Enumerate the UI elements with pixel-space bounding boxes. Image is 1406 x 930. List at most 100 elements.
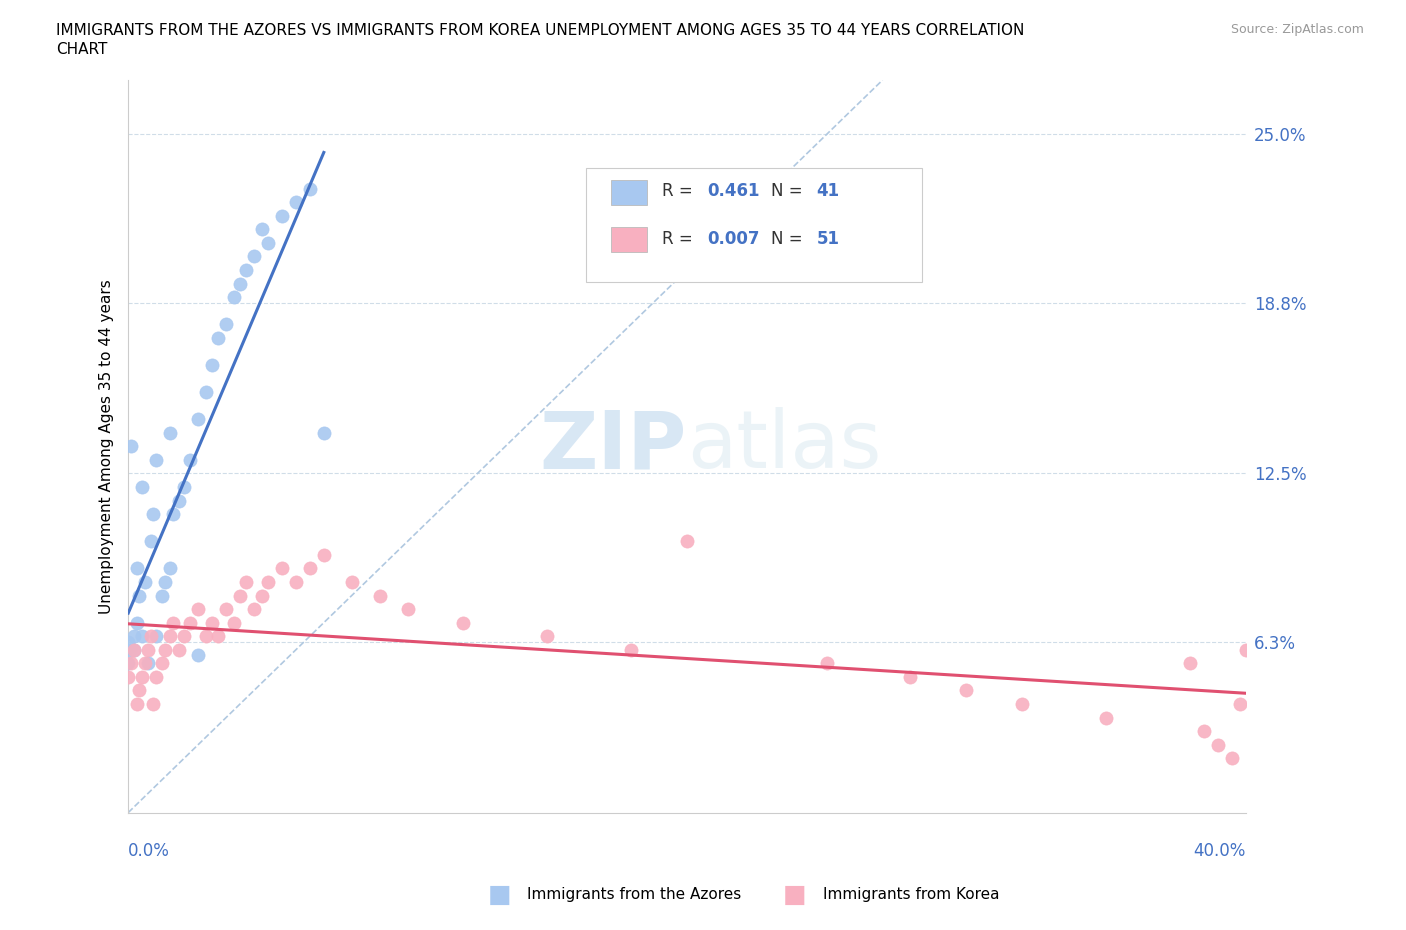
Point (159, 561, 181, 576)
Point (257, 235, 280, 250)
Bar (612, 179, 647, 205)
Text: N =: N = (770, 182, 807, 201)
Point (179, 453, 201, 468)
Y-axis label: Unemployment Among Ages 35 to 44 years: Unemployment Among Ages 35 to 44 years (100, 279, 114, 614)
Text: 40.0%: 40.0% (1194, 842, 1246, 860)
Point (117, 634, 139, 649)
Point (159, 629, 181, 644)
Point (122, 629, 145, 644)
Point (536, 629, 558, 644)
Point (284, 194, 307, 209)
Point (955, 683, 977, 698)
Point (131, 670, 153, 684)
Point (229, 588, 252, 603)
Point (122, 643, 145, 658)
Point (298, 181, 321, 196)
Text: Immigrants from the Azores: Immigrants from the Azores (527, 887, 741, 902)
Point (1234, 643, 1257, 658)
Point (1095, 711, 1118, 725)
Point (162, 616, 184, 631)
Point (145, 629, 167, 644)
Point (145, 453, 167, 468)
Point (1229, 697, 1251, 711)
Point (195, 629, 218, 644)
Point (167, 643, 190, 658)
Point (201, 616, 224, 631)
Point (235, 262, 257, 277)
Text: N =: N = (770, 230, 807, 248)
Point (131, 480, 153, 495)
Point (207, 330, 229, 345)
Point (187, 648, 209, 663)
Point (153, 575, 176, 590)
Point (1178, 656, 1201, 671)
Point (453, 616, 475, 631)
Point (312, 425, 335, 440)
Point (201, 357, 224, 372)
Point (224, 616, 246, 631)
Point (815, 656, 838, 671)
Point (340, 575, 363, 590)
Point (117, 670, 139, 684)
Text: Source: ZipAtlas.com: Source: ZipAtlas.com (1230, 23, 1364, 36)
Point (150, 656, 173, 671)
Point (298, 561, 321, 576)
Point (215, 602, 238, 617)
Point (195, 385, 218, 400)
Point (125, 561, 148, 576)
Point (243, 249, 266, 264)
Point (120, 656, 142, 671)
Point (243, 602, 266, 617)
Point (1220, 751, 1243, 765)
Point (125, 616, 148, 631)
Point (676, 534, 699, 549)
Text: 0.007: 0.007 (707, 230, 759, 248)
Point (173, 480, 195, 495)
Text: CHART: CHART (56, 42, 108, 57)
Point (134, 656, 156, 671)
Point (284, 575, 307, 590)
FancyBboxPatch shape (586, 168, 921, 282)
Text: R =: R = (662, 230, 699, 248)
Point (312, 548, 335, 563)
Text: ■: ■ (488, 883, 510, 907)
Point (187, 602, 209, 617)
Point (122, 643, 145, 658)
Text: ■: ■ (783, 883, 806, 907)
Bar (612, 227, 647, 252)
Point (173, 629, 195, 644)
Point (396, 602, 419, 617)
Point (1206, 737, 1229, 752)
Text: 51: 51 (817, 230, 839, 248)
Point (257, 575, 280, 590)
Text: R =: R = (662, 182, 699, 201)
Point (162, 507, 184, 522)
Point (150, 588, 173, 603)
Point (1192, 724, 1215, 738)
Point (125, 697, 148, 711)
Point (270, 208, 292, 223)
Point (120, 439, 142, 454)
Text: 0.0%: 0.0% (128, 842, 170, 860)
Point (187, 412, 209, 427)
Text: 41: 41 (817, 182, 839, 201)
Point (145, 670, 167, 684)
Point (134, 575, 156, 590)
Point (270, 561, 292, 576)
Text: ZIP: ZIP (540, 407, 688, 485)
Point (179, 616, 201, 631)
Point (167, 493, 190, 508)
Text: atlas: atlas (688, 407, 882, 485)
Point (229, 276, 252, 291)
Point (620, 643, 643, 658)
Point (128, 683, 150, 698)
Point (215, 317, 238, 332)
Point (142, 697, 165, 711)
Point (1011, 697, 1033, 711)
Point (153, 643, 176, 658)
Point (139, 534, 162, 549)
Point (131, 629, 153, 644)
Point (900, 670, 922, 684)
Text: IMMIGRANTS FROM THE AZORES VS IMMIGRANTS FROM KOREA UNEMPLOYMENT AMONG AGES 35 T: IMMIGRANTS FROM THE AZORES VS IMMIGRANTS… (56, 23, 1025, 38)
Point (252, 588, 274, 603)
